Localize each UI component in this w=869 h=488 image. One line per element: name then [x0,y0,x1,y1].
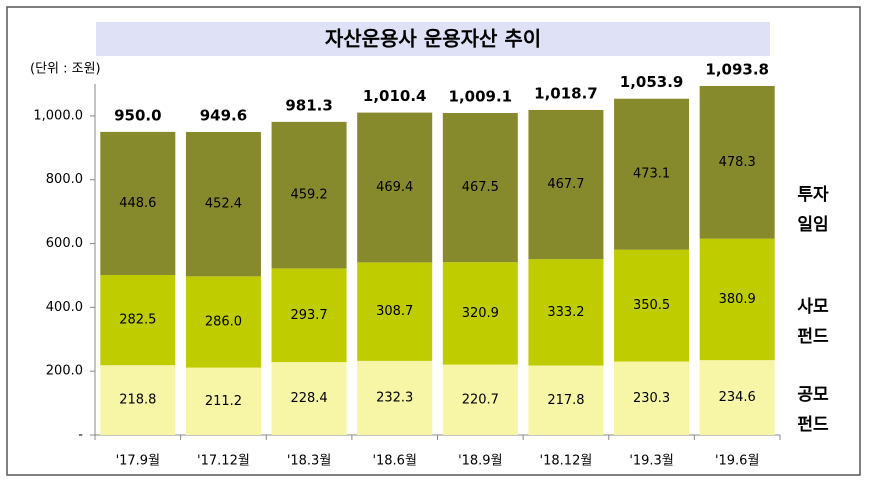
segment-label: 211.2 [205,394,242,409]
segment-label: 473.1 [633,167,670,182]
total-label: 1,018.7 [534,84,598,102]
x-tick-label: '19.6월 [715,454,759,469]
bar-segment [528,365,604,435]
bar-segment [699,85,775,239]
y-tick-label: 400.0 [46,300,83,315]
bar-segment [528,259,604,366]
segment-label: 282.5 [119,313,156,328]
y-tick-label: 600.0 [46,236,83,251]
segment-label: 448.6 [119,196,156,211]
bar-segment [271,268,347,363]
y-tick-label: 800.0 [46,172,83,187]
segment-label: 380.9 [719,292,756,307]
unit-label: (단위 : 조원) [30,62,101,77]
segment-label: 218.8 [119,393,156,408]
x-tick-label: '18.9월 [458,454,502,469]
segment-label: 467.7 [547,177,584,192]
bar-segment [528,109,604,260]
legend-label: 사모 펀드 [797,297,829,347]
segment-label: 234.6 [719,390,756,405]
legend-label: 공모 펀드 [797,385,829,435]
segment-label: 452.4 [205,197,242,212]
segment-label: 293.7 [290,308,327,323]
bar-segment [357,112,433,263]
bar-segment [699,360,775,435]
legend-label: 투자 일임 [797,185,829,235]
bar-segment [100,131,176,276]
segment-label: 350.5 [633,298,670,313]
x-tick-label: '17.9월 [116,454,160,469]
total-label: 1,053.9 [620,73,684,91]
bar-segment [271,362,347,435]
segment-label: 217.8 [547,393,584,408]
total-label: 1,093.8 [705,60,769,78]
bar-segment [442,364,518,435]
bar-segment [614,361,690,435]
bar-segment [442,113,518,263]
title-banner [96,22,770,56]
x-tick-label: '18.12월 [540,454,593,469]
chart-title: 자산운용사 운용자산 추이 [325,27,541,51]
x-tick-label: '19.3월 [629,454,673,469]
segment-label: 230.3 [633,391,670,406]
bar-segment [614,249,690,362]
segment-label: 286.0 [205,314,242,329]
segment-label: 469.4 [376,180,413,195]
segment-label: 232.3 [376,390,413,405]
segment-label: 467.5 [462,180,499,195]
bar-segment [100,275,176,366]
bar-segment [271,121,347,269]
bar-segment [185,276,261,368]
segment-label: 478.3 [719,155,756,170]
bar-segment [357,360,433,435]
bar-segment [185,367,261,435]
segment-label: 308.7 [376,304,413,319]
bar-segment [442,262,518,365]
bar-segment [100,365,176,435]
bar-segment [357,262,433,361]
bar-segment [614,98,690,250]
total-label: 950.0 [114,106,161,124]
y-tick-label: 1,000.0 [33,108,83,123]
bar-segment [699,238,775,361]
x-tick-label: '17.12월 [197,454,250,469]
y-tick-label: - [78,428,83,443]
segment-label: 459.2 [290,188,327,203]
y-tick-label: 200.0 [46,364,83,379]
segment-label: 228.4 [290,391,327,406]
segment-label: 333.2 [547,305,584,320]
total-label: 1,010.4 [363,87,427,105]
total-label: 981.3 [285,96,332,114]
bar-segment [185,131,261,277]
total-label: 949.6 [200,106,247,124]
x-tick-label: '18.3월 [287,454,331,469]
total-label: 1,009.1 [449,88,513,106]
segment-label: 220.7 [462,392,499,407]
x-tick-label: '18.6월 [372,454,416,469]
segment-label: 320.9 [462,306,499,321]
